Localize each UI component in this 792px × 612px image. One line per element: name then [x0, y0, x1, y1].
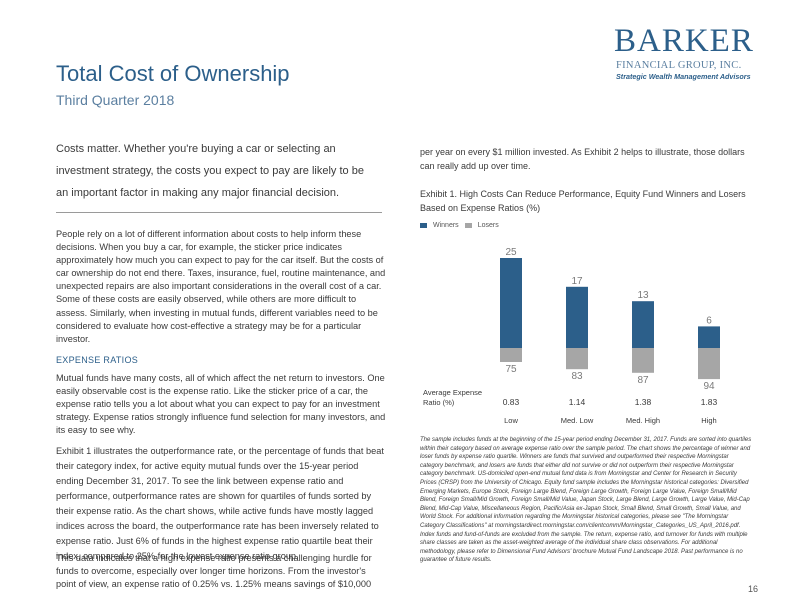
paragraph-people-rely: People rely on a lot of different inform… [56, 229, 386, 344]
page-title: Total Cost of Ownership [56, 61, 290, 86]
paragraph-continued: per year on every $1 million invested. A… [420, 147, 745, 171]
expense-ratio-value: 1.83 [701, 397, 718, 407]
bar-losers [632, 348, 654, 373]
intro-line: investment strategy, the costs you expec… [56, 165, 364, 177]
data-label-losers: 75 [505, 364, 517, 375]
expense-ratio-value: 1.14 [569, 397, 586, 407]
bar-winners [698, 326, 720, 348]
exhibit-title: Exhibit 1. High Costs Can Reduce Perform… [420, 189, 746, 213]
paragraph-data-indicates: This data indicates that a high expense … [56, 553, 372, 590]
legend-label-winners: Winners [433, 222, 459, 229]
data-label-winners: 13 [637, 290, 649, 301]
company-logo-name: BARKER [614, 23, 754, 59]
paragraph-exhibit-1: Exhibit 1 illustrates the outperformance… [56, 446, 384, 561]
divider [56, 212, 382, 213]
bar-winners [632, 301, 654, 348]
data-label-winners: 17 [571, 276, 583, 287]
data-label-winners: 25 [505, 247, 517, 258]
page-subtitle: Third Quarter 2018 [56, 92, 175, 108]
category-label: High [701, 416, 716, 425]
bar-losers [566, 348, 588, 370]
bar-losers [500, 348, 522, 362]
category-label: Med. Low [561, 416, 594, 425]
expense-ratio-chart: 25 75 0.83 Low 17 83 1.14 Med. Low 13 87 1.38 Med. … [500, 247, 720, 425]
expense-ratio-value: 0.83 [503, 397, 520, 407]
company-logo-sub: FINANCIAL GROUP, INC. [616, 60, 742, 71]
chart-legend: Winners Losers [420, 222, 499, 229]
legend-swatch-winners [420, 223, 427, 228]
data-label-losers: 87 [637, 375, 649, 386]
expense-ratio-row-label: Average Expense Ratio (%) [423, 388, 483, 407]
chart-footnote: The sample includes funds at the beginni… [420, 437, 752, 564]
intro-paragraph: Costs matter. Whether you're buying a ca… [56, 138, 386, 204]
legend-label-losers: Losers [477, 222, 499, 229]
page-number: 16 [748, 584, 759, 594]
paragraph-mutual-funds: Mutual funds have many costs, all of whi… [56, 373, 386, 436]
intro-line: an important factor in making any major … [56, 187, 340, 199]
legend-swatch-losers [464, 223, 472, 228]
data-label-losers: 83 [571, 371, 583, 382]
intro-line: Costs matter. Whether you're buying a ca… [56, 143, 336, 155]
company-tagline: Strategic Wealth Management Advisors [616, 72, 751, 81]
bar-losers [698, 348, 720, 380]
section-heading-expense-ratios: EXPENSE RATIOS [56, 355, 139, 365]
data-label-winners: 6 [706, 315, 712, 326]
data-label-losers: 94 [703, 381, 715, 392]
category-label: Low [504, 416, 518, 425]
expense-ratio-value: 1.38 [635, 397, 652, 407]
category-label: Med. High [626, 416, 660, 425]
bar-winners [566, 286, 588, 348]
bar-winners [500, 258, 522, 348]
